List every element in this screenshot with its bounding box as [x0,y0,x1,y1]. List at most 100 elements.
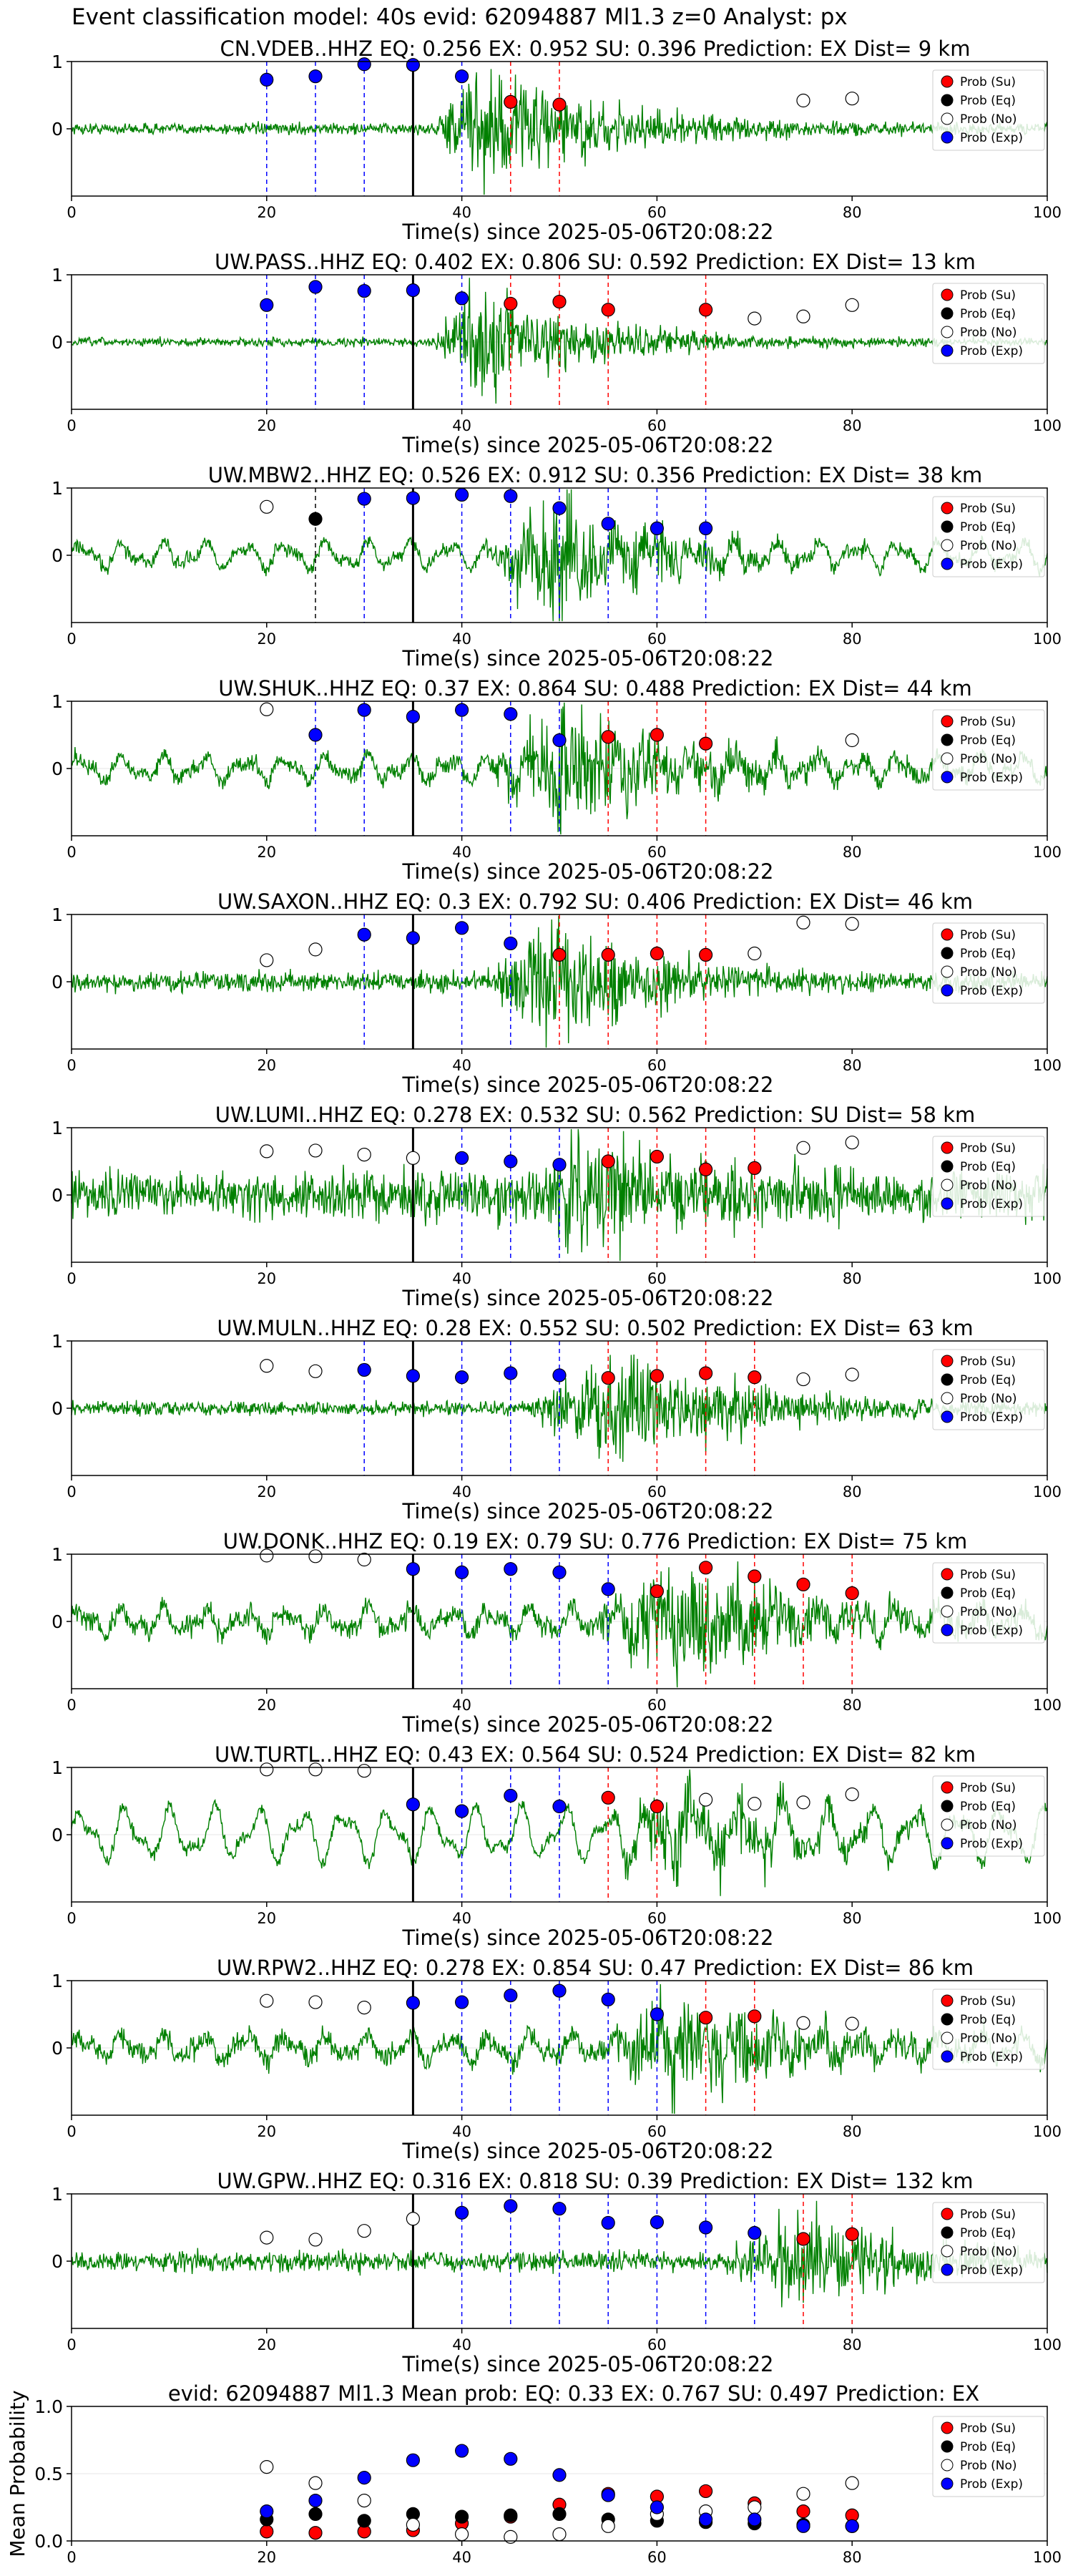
panel-title: UW.TURTL..HHZ EQ: 0.43 EX: 0.564 SU: 0.5… [215,1742,976,1767]
prob-marker-su [504,94,518,109]
mean-marker-no [845,2476,859,2490]
legend-marker-no [941,1179,954,1191]
legend-marker-su [941,2421,954,2434]
y-tick-label: 1 [52,265,63,286]
y-tick-label: 1 [52,2184,63,2205]
x-tick-label: 60 [647,2123,667,2140]
x-axis-label: Time(s) since 2025-05-06T20:08:22 [402,1926,774,1950]
waveform-trace [71,489,1048,622]
prob-marker-exp [406,1562,421,1576]
prob-marker-no [260,953,274,967]
prob-marker-exp [406,491,421,505]
mean-marker-exp [406,2453,421,2467]
mean-marker-su [260,2524,274,2539]
x-tick-label: 0 [67,1483,76,1501]
x-tick-label: 20 [257,1057,276,1074]
legend-marker-no [941,112,954,125]
station-panel: UW.SHUK..HHZ EQ: 0.37 EX: 0.864 SU: 0.48… [52,676,1062,884]
legend-marker-exp [941,1624,954,1636]
legend-marker-su [941,75,954,88]
legend-marker-eq [941,2226,954,2239]
prob-marker-no [796,1141,810,1155]
legend-label-eq: Prob (Eq) [960,2226,1016,2240]
x-tick-label: 20 [257,630,276,648]
mean-marker-no [504,2529,518,2544]
legend-label-no: Prob (No) [960,2031,1017,2046]
station-panel: UW.TURTL..HHZ EQ: 0.43 EX: 0.564 SU: 0.5… [52,1742,1062,1950]
legend-box [932,1349,1045,1430]
legend-label-exp: Prob (Exp) [960,984,1023,998]
prob-marker-exp [454,1151,469,1165]
prob-marker-no [357,1552,371,1567]
y-tick-label: 1 [52,1544,63,1565]
y-tick-label: 1 [52,1118,63,1138]
panel-title: UW.LUMI..HHZ EQ: 0.278 EX: 0.532 SU: 0.5… [215,1103,976,1127]
prob-marker-su [650,728,665,742]
prob-marker-no [260,1144,274,1158]
x-tick-label: 40 [452,844,471,861]
prob-marker-no [845,1136,859,1150]
prob-marker-exp [454,2205,469,2220]
prob-marker-su [650,946,665,961]
prob-marker-no [845,1787,859,1802]
legend-marker-no [941,1605,954,1618]
x-tick-label: 80 [843,2336,862,2353]
prob-marker-exp [308,69,323,84]
station-panel: UW.PASS..HHZ EQ: 0.402 EX: 0.806 SU: 0.5… [52,250,1062,457]
prob-marker-exp [454,487,469,502]
mean-marker-eq [357,2514,371,2528]
legend-marker-eq [941,307,954,320]
legend-marker-exp [941,344,954,357]
prob-marker-su [748,1370,762,1385]
prob-marker-no [357,1764,371,1778]
legend-marker-su [941,1355,954,1367]
legend-marker-su [941,1568,954,1581]
prob-marker-exp [748,2225,762,2240]
station-panel: UW.GPW..HHZ EQ: 0.316 EX: 0.818 SU: 0.39… [52,2169,1062,2376]
prob-marker-no [845,92,859,106]
prob-marker-su [698,1366,713,1380]
y-tick-label: 0 [52,758,63,779]
y-tick-label: 0.5 [34,2464,63,2484]
prob-marker-exp [504,2199,518,2213]
panel-title: UW.SHUK..HHZ EQ: 0.37 EX: 0.864 SU: 0.48… [218,676,972,701]
prob-marker-no [845,2016,859,2031]
x-axis-label: Time(s) since 2025-05-06T20:08:22 [402,2139,774,2163]
legend-label-exp: Prob (Exp) [960,2477,1023,2492]
legend-marker-exp [941,557,954,570]
x-tick-label: 100 [1033,204,1062,221]
prob-marker-no [748,946,762,961]
x-tick-label: 60 [647,204,667,221]
prob-marker-su [698,1162,713,1176]
x-tick-label: 40 [452,1483,471,1501]
legend-marker-su [941,2207,954,2220]
legend-marker-no [941,326,954,338]
panel-title: UW.DONK..HHZ EQ: 0.19 EX: 0.79 SU: 0.776… [223,1529,968,1553]
x-tick-label: 80 [843,204,862,221]
legend-label-exp: Prob (Exp) [960,2263,1023,2278]
legend-label-no: Prob (No) [960,326,1017,340]
x-tick-label: 20 [257,2336,276,2353]
mean-marker-eq [504,2508,518,2522]
prob-marker-exp [406,58,421,72]
x-tick-label: 80 [843,1910,862,1927]
figure-suptitle: Event classification model: 40s evid: 62… [72,4,848,30]
legend-label-exp: Prob (Exp) [960,1410,1023,1425]
prob-marker-su [748,2009,762,2024]
prob-marker-exp [454,1565,469,1579]
mean-marker-eq [308,2507,323,2521]
x-tick-label: 0 [67,844,76,861]
mean-marker-su [698,2484,713,2499]
legend-label-no: Prob (No) [960,2245,1017,2259]
legend-box [932,69,1045,151]
x-tick-label: 0 [67,2336,76,2353]
prob-marker-exp [406,1996,421,2010]
legend-label-exp: Prob (Exp) [960,344,1023,358]
prob-marker-exp [552,1368,567,1382]
prob-marker-exp [504,1788,518,1803]
legend-marker-eq [941,520,954,533]
legend-label-exp: Prob (Exp) [960,1837,1023,1851]
x-axis-label: Time(s) since 2025-05-06T20:08:22 [402,1286,774,1310]
mean-marker-su [308,2526,323,2540]
mean-marker-exp [308,2494,323,2508]
